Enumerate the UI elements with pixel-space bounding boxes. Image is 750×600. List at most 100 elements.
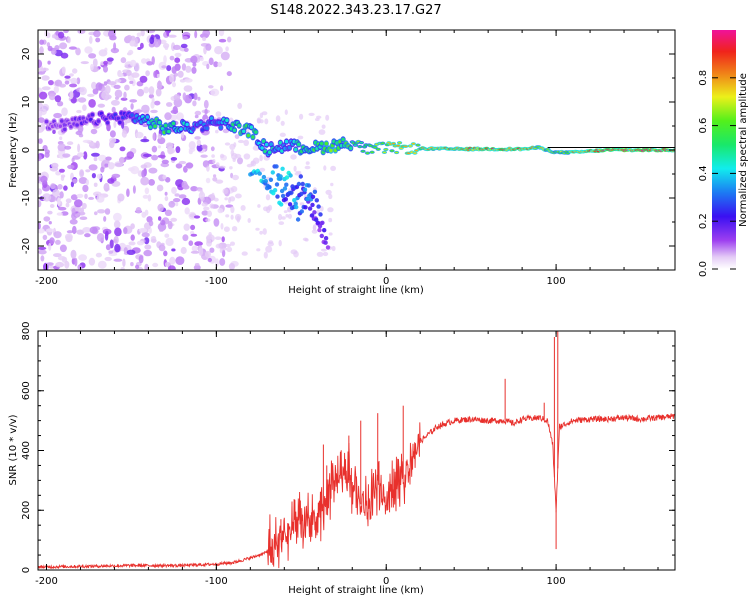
noise-blob — [328, 193, 333, 200]
noise-blob — [84, 233, 91, 238]
noise-blob — [95, 37, 101, 43]
noise-blob — [234, 134, 240, 140]
noise-blob — [237, 139, 245, 144]
noise-blob — [64, 260, 70, 269]
noise-blob — [43, 216, 51, 222]
ridge-point — [296, 142, 301, 147]
noise-blob — [168, 265, 176, 270]
noise-blob — [38, 91, 48, 100]
noise-blob — [53, 231, 62, 239]
noise-blob — [59, 136, 63, 140]
ridge-point — [390, 149, 394, 152]
noise-blob — [157, 133, 162, 140]
ridge-point — [348, 146, 353, 150]
noise-blob — [147, 194, 152, 202]
noise-blob — [215, 111, 222, 117]
noise-blob — [150, 101, 155, 109]
noise-blob — [38, 188, 42, 195]
noise-blob — [193, 92, 198, 101]
branch-point — [274, 164, 279, 169]
noise-blob — [130, 166, 140, 175]
noise-blob — [196, 139, 202, 146]
noise-blob — [210, 88, 220, 97]
noise-blob — [96, 233, 105, 242]
branch-point — [305, 196, 310, 202]
noise-blob — [218, 165, 226, 169]
noise-blob — [47, 45, 53, 52]
branch-point — [310, 202, 315, 208]
noise-blob — [97, 103, 106, 108]
noise-blob — [304, 165, 311, 170]
noise-blob — [68, 46, 77, 50]
noise-blob — [224, 197, 228, 201]
noise-blob — [175, 256, 185, 265]
noise-blob — [164, 45, 169, 51]
noise-blob — [79, 86, 87, 96]
noise-blob — [220, 85, 224, 92]
noise-blob — [38, 246, 47, 250]
noise-blob — [214, 46, 223, 55]
noise-blob — [72, 225, 77, 235]
noise-blob — [41, 75, 50, 81]
noise-blob — [190, 224, 196, 231]
ridge-point — [319, 141, 324, 146]
noise-blob — [278, 239, 282, 247]
noise-blob — [131, 79, 136, 87]
noise-blob — [89, 226, 98, 234]
noise-blob — [97, 260, 107, 269]
branch-point — [322, 228, 327, 233]
ridge-point — [130, 113, 134, 117]
noise-blob — [201, 210, 209, 216]
branch-point — [306, 183, 311, 188]
noise-blob — [57, 256, 66, 261]
noise-blob — [89, 35, 93, 44]
noise-blob — [113, 84, 121, 89]
branch-point — [286, 191, 291, 197]
noise-blob — [107, 178, 115, 184]
colorbar: 0.0 0.2 0.4 0.6 0.8 Normalized spectral ampl… — [698, 30, 749, 277]
noise-blob — [327, 207, 334, 213]
noise-blob — [212, 159, 216, 164]
noise-blob — [57, 143, 67, 152]
noise-blob — [103, 81, 108, 86]
noise-blob — [57, 101, 64, 107]
noise-blob — [111, 173, 121, 178]
branch-point — [280, 193, 286, 199]
noise-blob — [113, 42, 117, 51]
noise-blob — [259, 230, 263, 235]
noise-blob — [64, 233, 73, 241]
noise-blob — [134, 63, 140, 72]
noise-blob — [135, 131, 144, 139]
noise-blob — [70, 194, 78, 201]
noise-blob — [40, 255, 45, 262]
noise-blob — [166, 102, 173, 107]
noise-blob — [299, 202, 305, 206]
noise-blob — [206, 236, 213, 240]
noise-blob — [328, 232, 333, 236]
noise-blob — [259, 112, 264, 119]
branch-point — [290, 184, 295, 189]
noise-blob — [141, 232, 150, 238]
noise-blob — [164, 112, 172, 121]
noise-blob — [106, 57, 114, 62]
ridge-point — [396, 144, 400, 147]
noise-blob — [330, 182, 334, 187]
noise-blob — [164, 261, 171, 268]
noise-blob — [151, 145, 158, 153]
branch-point — [268, 177, 274, 182]
noise-blob — [169, 73, 175, 83]
ridge-point — [118, 120, 122, 125]
noise-blob — [150, 238, 157, 243]
noise-blob — [87, 93, 95, 97]
noise-blob — [161, 159, 169, 164]
noise-blob — [113, 236, 119, 244]
noise-blob — [40, 175, 48, 183]
noise-blob — [156, 73, 160, 78]
noise-blob — [190, 186, 198, 192]
noise-blob — [188, 240, 194, 246]
noise-blob — [259, 154, 263, 162]
noise-blob — [42, 193, 52, 202]
noise-blob — [58, 206, 67, 211]
noise-blob — [144, 244, 152, 250]
noise-blob — [58, 168, 65, 173]
